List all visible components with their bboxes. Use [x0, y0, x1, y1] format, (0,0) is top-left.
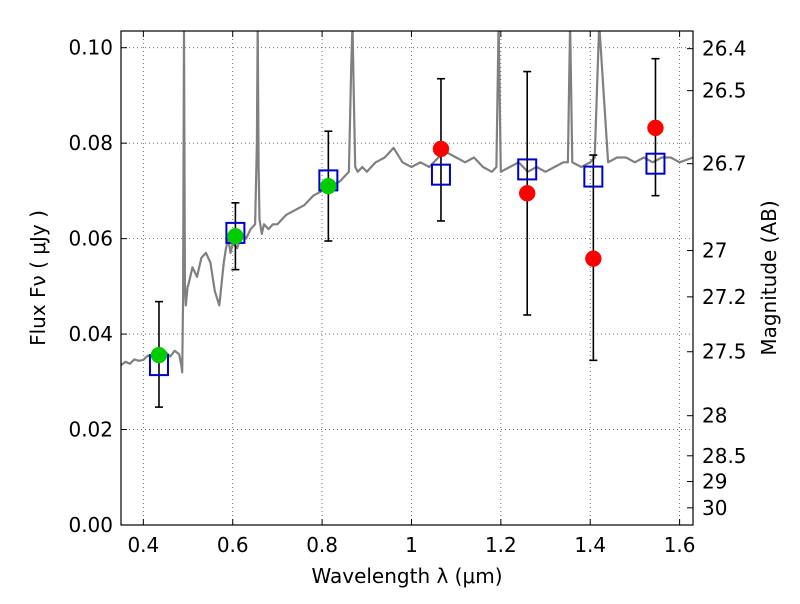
synthetic-flux-square: [583, 165, 604, 188]
y2-tick-label: 30: [702, 496, 727, 520]
x-tick-label: 1: [405, 533, 418, 557]
red-flux-point: [432, 140, 450, 158]
x-tick-label: 1.4: [574, 533, 606, 557]
y2-tick-label: 28: [702, 404, 727, 428]
x-tick-label: 1.6: [664, 533, 696, 557]
model-spectrum: [121, 31, 693, 374]
y2-axis-title: Magnitude (AB): [757, 200, 781, 355]
y2-tick-label: 28.5: [702, 444, 747, 468]
model-spectrum-line: [121, 31, 693, 374]
y-tick-label: 0.10: [68, 36, 113, 60]
tick-labels: 0.4 0.6 0.8 1 1.2 1.4 1.6 0.00 0.02 0.04 0.06 0.08 0…: [68, 36, 746, 557]
synthetic-flux-square: [645, 152, 666, 175]
x-tick-label: 0.4: [127, 533, 159, 557]
red-flux-point: [647, 119, 664, 137]
red-flux-point: [585, 250, 602, 267]
synthetic-flux-square: [517, 158, 538, 181]
y-tick-label: 0.08: [68, 131, 113, 155]
plot-background: [121, 31, 693, 525]
red-flux-point: [518, 185, 536, 202]
y-axis-title: Flux Fν ( μJy ): [26, 210, 50, 346]
y-tick-label: 0.04: [68, 322, 113, 346]
y2-tick-label: 27.5: [702, 340, 747, 364]
green-flux-point: [227, 227, 244, 245]
green-flux-point: [320, 177, 337, 195]
plot-frame: [120, 30, 694, 526]
y2-tick-label: 27.2: [702, 285, 747, 309]
y2-tick-label: 26.7: [702, 152, 747, 176]
x-tick-label: 0.8: [306, 533, 338, 557]
y2-tick-label: 26.5: [702, 79, 747, 103]
x-axis-title: Wavelength λ (μm): [311, 564, 502, 588]
axis-ticks: [121, 31, 693, 526]
x-tick-label: 1.2: [485, 533, 517, 557]
y-tick-label: 0.00: [68, 513, 113, 537]
y2-tick-label: 26.4: [702, 37, 747, 61]
data-points: [148, 119, 666, 377]
x-tick-label: 0.6: [217, 533, 249, 557]
y-tick-label: 0.06: [68, 227, 113, 251]
y2-tick-label: 29: [702, 470, 727, 494]
y-tick-label: 0.02: [68, 418, 113, 442]
y2-tick-label: 27: [702, 239, 727, 263]
synthetic-flux-square: [430, 163, 451, 186]
green-flux-point: [150, 346, 168, 364]
